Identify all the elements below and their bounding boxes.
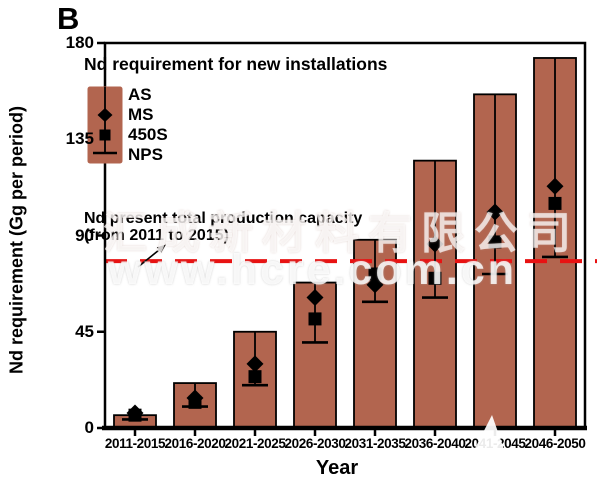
s450-square-marker-2036-2040 (428, 271, 442, 285)
x-tick-label-2031-2035: 2031-2035 (344, 436, 406, 451)
s450-square-marker-2016-2020 (188, 395, 202, 409)
s450-square-marker-2011-2015 (128, 408, 142, 422)
annotation-line2: (from 2011 to 2015) (84, 227, 229, 244)
s450-square-marker-2021-2025 (248, 370, 262, 384)
y-tick-label-0: 0 (84, 418, 94, 437)
x-tick-label-2026-2030: 2026-2030 (284, 436, 346, 451)
x-tick-label-2021-2025: 2021-2025 (224, 436, 286, 451)
legend-title: Nd requirement for new installations (84, 54, 388, 74)
y-tick-label-180: 180 (65, 33, 94, 52)
y-tick-label-45: 45 (75, 321, 94, 341)
x-axis-title: Year (315, 457, 359, 479)
x-tick-label-2036-2040: 2036-2040 (404, 436, 466, 451)
x-tick-label-2016-2020: 2016-2020 (164, 436, 226, 451)
ms-diamond-marker-2036-2040 (426, 235, 444, 253)
y-tick-label-90: 90 (75, 225, 94, 245)
x-tick-label-2046-2050: 2046-2050 (524, 436, 586, 451)
annotation-line1: Nd present total production capacity (84, 210, 363, 227)
x-tick-label-2011-2015: 2011-2015 (104, 436, 166, 451)
s450-square-marker-2041-2045 (488, 235, 502, 249)
reference-line-annotation: Nd present total production capacity (fr… (84, 210, 362, 244)
ms-diamond-marker-2041-2045 (486, 203, 504, 221)
s450-square-marker-2031-2035 (368, 267, 382, 281)
panel-label: B (57, 1, 81, 36)
annotation-arrow-line (137, 249, 160, 268)
ms-diamond-marker-2026-2030 (306, 289, 324, 307)
y-axis-title: Nd requirement (Gg per period) (6, 105, 27, 375)
ms-diamond-marker-2021-2025 (246, 355, 264, 373)
ms-diamond-marker-2046-2050 (546, 177, 564, 195)
legend-label-ms: MS (128, 105, 154, 124)
legend-label-450s: 450S (128, 125, 168, 144)
legend-bar-swatch-icon (87, 86, 123, 164)
legend-label-as: AS (128, 85, 152, 104)
y-tick-label-135: 135 (65, 129, 94, 149)
s450-square-marker-2046-2050 (548, 196, 562, 210)
s450-square-marker-2026-2030 (308, 312, 322, 326)
annotation-arrow-head (156, 244, 166, 253)
legend-label-nps: NPS (128, 145, 163, 164)
